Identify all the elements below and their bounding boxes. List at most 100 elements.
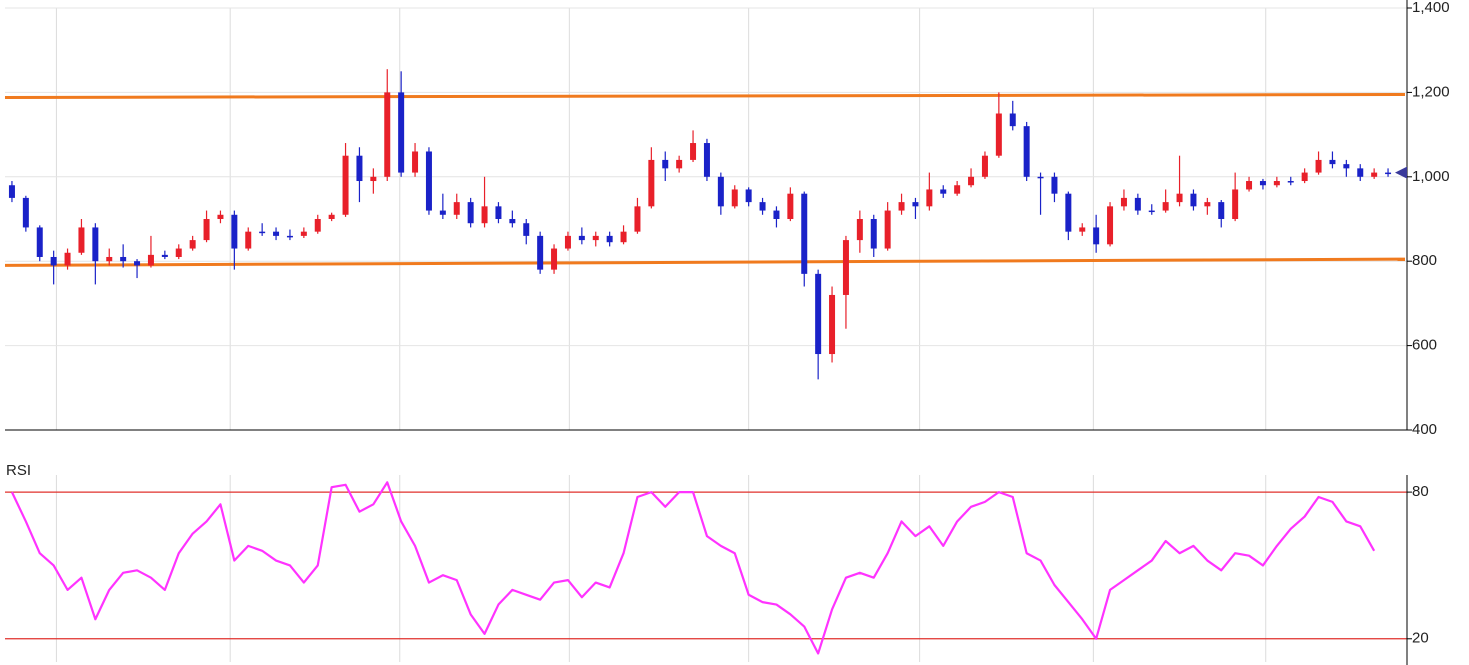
candle-body bbox=[1204, 202, 1211, 207]
y-tick-label: 1,000 bbox=[1412, 168, 1450, 185]
y-tick-label: 800 bbox=[1412, 252, 1437, 269]
candle-body bbox=[1148, 210, 1155, 213]
candle-body bbox=[745, 189, 752, 203]
candle-body bbox=[537, 235, 544, 270]
candle-body bbox=[703, 143, 710, 177]
candle-body bbox=[286, 235, 293, 238]
candle-body bbox=[412, 151, 419, 173]
candle-body bbox=[467, 202, 474, 224]
candle-body bbox=[425, 151, 432, 211]
y-tick-label: 20 bbox=[1412, 630, 1429, 647]
candle-body bbox=[1037, 176, 1044, 179]
candle-body bbox=[384, 92, 391, 177]
candle-body bbox=[1357, 168, 1364, 177]
candle-body bbox=[509, 219, 516, 224]
candle-body bbox=[1301, 172, 1308, 182]
candle-body bbox=[898, 202, 905, 211]
candle-body bbox=[1343, 164, 1350, 169]
candle-body bbox=[217, 214, 224, 219]
candle-body bbox=[940, 189, 947, 194]
candle-body bbox=[36, 227, 43, 257]
candle-body bbox=[1315, 159, 1322, 173]
candle-body bbox=[954, 185, 961, 194]
panel-title: RSI bbox=[6, 462, 31, 479]
candle-body bbox=[356, 155, 363, 182]
candle-body bbox=[481, 206, 488, 224]
candle-body bbox=[1107, 206, 1114, 245]
y-tick-label: 1,400 bbox=[1412, 0, 1450, 16]
candle-body bbox=[161, 254, 168, 257]
candle-body bbox=[912, 202, 919, 207]
last-price-marker bbox=[1395, 166, 1407, 179]
candle-body bbox=[676, 159, 683, 169]
candle-body bbox=[759, 202, 766, 211]
candle-body bbox=[1162, 202, 1169, 211]
candle-body bbox=[801, 193, 808, 274]
candle-body bbox=[203, 219, 210, 241]
candle-body bbox=[690, 143, 697, 160]
candle-body bbox=[1190, 193, 1197, 207]
candle-body bbox=[1259, 181, 1266, 186]
candle-body bbox=[231, 214, 238, 249]
candle-body bbox=[578, 235, 585, 241]
candle-body bbox=[245, 231, 252, 249]
candle-body bbox=[1329, 159, 1336, 165]
candle-body bbox=[50, 256, 57, 266]
candle-body bbox=[78, 227, 85, 253]
candle-body bbox=[189, 240, 196, 249]
candle-body bbox=[22, 197, 29, 228]
candle-body bbox=[842, 240, 849, 295]
candle-body bbox=[564, 235, 571, 249]
candle-body bbox=[884, 210, 891, 249]
candle-body bbox=[648, 159, 655, 207]
candle-body bbox=[968, 176, 975, 186]
candle-body bbox=[731, 189, 738, 207]
candle-body bbox=[453, 202, 460, 215]
candle-body bbox=[1232, 189, 1239, 219]
candle-body bbox=[856, 219, 863, 241]
y-tick-label: 400 bbox=[1412, 421, 1437, 438]
candle-body bbox=[926, 189, 933, 207]
candle-body bbox=[1218, 202, 1225, 219]
candle-body bbox=[134, 261, 141, 266]
candle-body bbox=[1385, 172, 1392, 175]
candle-body bbox=[1093, 227, 1100, 245]
rsi-line bbox=[10, 481, 1376, 655]
candle-body bbox=[300, 231, 307, 236]
y-tick-label: 80 bbox=[1412, 483, 1429, 500]
candle-body bbox=[1079, 227, 1086, 232]
candle-body bbox=[328, 214, 335, 219]
candle-body bbox=[1287, 181, 1294, 183]
y-tick-label: 1,200 bbox=[1412, 83, 1450, 100]
candle-body bbox=[829, 294, 836, 355]
candle-body bbox=[870, 219, 877, 249]
candle-body bbox=[1246, 181, 1253, 190]
candle-body bbox=[147, 254, 154, 266]
candle-body bbox=[981, 155, 988, 177]
candle-body bbox=[273, 231, 280, 236]
candle-body bbox=[787, 193, 794, 219]
candle-body bbox=[1009, 113, 1016, 127]
candle-body bbox=[370, 176, 377, 182]
candle-body bbox=[495, 206, 502, 219]
y-tick-label: 600 bbox=[1412, 337, 1437, 354]
candle-body bbox=[1051, 176, 1058, 194]
trend-line bbox=[4, 257, 1406, 267]
candle-body bbox=[1134, 197, 1141, 211]
candle-body bbox=[551, 248, 558, 270]
candle-body bbox=[662, 159, 669, 169]
candle-body bbox=[815, 273, 822, 355]
candle-body bbox=[1273, 181, 1280, 186]
candle-body bbox=[398, 92, 405, 173]
candle-body bbox=[995, 113, 1002, 156]
candle-body bbox=[8, 185, 15, 198]
candle-body bbox=[439, 210, 446, 215]
candle-body bbox=[1023, 126, 1030, 177]
candle-body bbox=[634, 206, 641, 232]
candle-body bbox=[314, 219, 321, 232]
candle-body bbox=[92, 227, 99, 262]
candle-body bbox=[64, 252, 71, 266]
candle-body bbox=[342, 155, 349, 215]
candle-body bbox=[120, 256, 127, 262]
